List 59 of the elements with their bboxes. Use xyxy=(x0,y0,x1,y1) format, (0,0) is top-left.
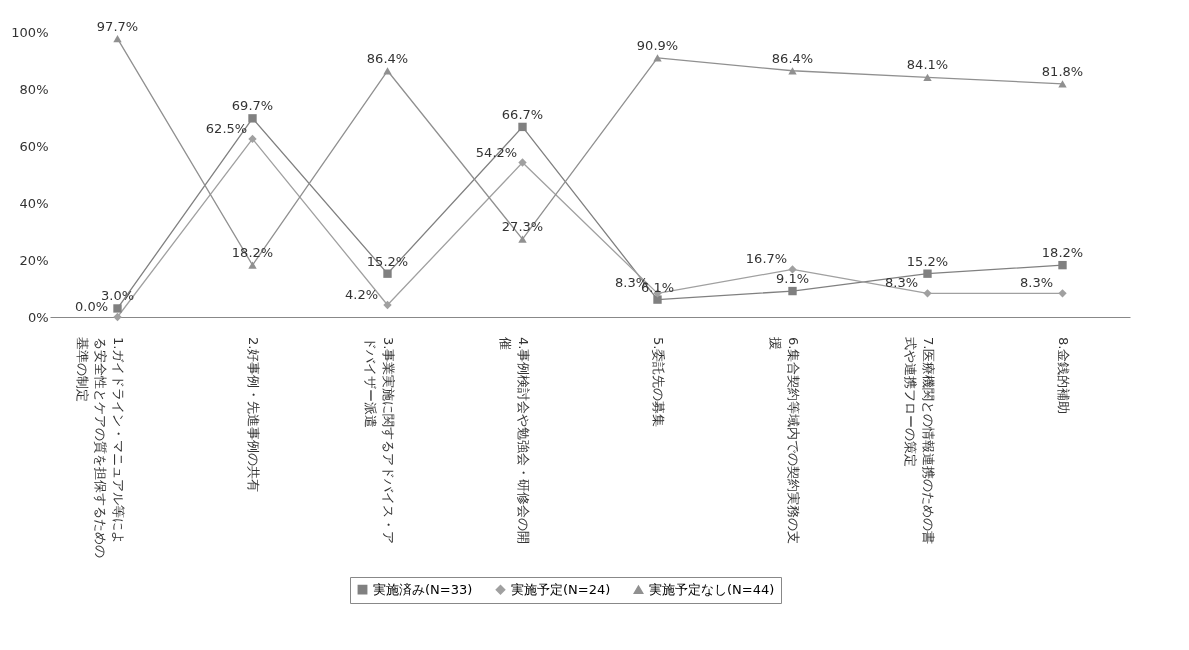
y-tick-label: 80% xyxy=(19,81,49,97)
point xyxy=(923,289,932,298)
y-tick-label: 60% xyxy=(19,138,49,154)
point xyxy=(248,261,257,269)
y-tick-label: 40% xyxy=(19,195,49,211)
data-label: 81.8% xyxy=(1041,63,1084,79)
point xyxy=(113,304,122,313)
x-tick-label: 4.事例検討会や勉強会・研修会の開催 xyxy=(497,337,531,545)
point xyxy=(113,34,122,43)
y-tick-label: 20% xyxy=(19,252,49,268)
data-label: 8.3% xyxy=(884,275,919,291)
y-tick-label: 100% xyxy=(11,24,49,40)
x-tick-label: 5.委託先の募集 xyxy=(650,337,666,428)
x-tick-label: 3.事業実施に関するアドバイス・アドバイザー派遣 xyxy=(362,337,396,545)
data-label: 66.7% xyxy=(501,106,544,122)
x-tick-label: 2.好事例・先進事例の共有 xyxy=(245,337,261,493)
x-tick-label: 6.集合契約等域内での契約実務の支援 xyxy=(767,337,801,545)
point xyxy=(248,134,257,144)
legend-label: 実施済み(N=33) xyxy=(373,581,473,597)
data-label: 18.2% xyxy=(1041,245,1084,261)
data-label: 90.9% xyxy=(636,37,679,53)
point xyxy=(923,269,932,278)
point xyxy=(383,67,392,75)
y-tick-label: 0% xyxy=(27,309,49,325)
point xyxy=(518,235,527,243)
legend-label: 実施予定なし(N=44) xyxy=(649,581,775,597)
legend-label: 実施予定(N=24) xyxy=(511,581,611,597)
data-label: 0.0% xyxy=(74,299,109,314)
data-label: 86.4% xyxy=(366,50,409,66)
point xyxy=(923,73,932,81)
data-label: 69.7% xyxy=(231,98,274,114)
data-label: 27.3% xyxy=(501,219,544,235)
point xyxy=(1058,80,1067,88)
point xyxy=(248,114,257,123)
point xyxy=(113,312,122,322)
data-label: 4.2% xyxy=(344,287,379,303)
point xyxy=(518,122,527,132)
data-label: 54.2% xyxy=(475,144,518,160)
point xyxy=(518,158,527,167)
point xyxy=(1058,260,1067,270)
x-tick-label: 7.医療機関との情報連携のための書式や連携フローの策定 xyxy=(902,337,936,545)
data-label: 18.2% xyxy=(231,245,274,261)
data-label: 86.4% xyxy=(771,50,814,66)
data-label: 62.5% xyxy=(205,120,248,136)
data-label: 97.7% xyxy=(96,18,139,34)
data-label: 9.1% xyxy=(775,271,810,287)
point xyxy=(383,300,392,310)
data-label: 15.2% xyxy=(906,253,949,269)
data-label: 16.7% xyxy=(745,251,788,267)
point xyxy=(383,269,392,278)
x-tick-label: 8.金銭的補助 xyxy=(1055,337,1071,415)
point xyxy=(788,286,797,296)
data-label: 84.1% xyxy=(906,57,949,73)
data-label: 8.3% xyxy=(1019,275,1054,291)
point xyxy=(788,265,797,274)
point xyxy=(653,54,662,62)
point xyxy=(788,67,797,75)
x-tick-label: 1.ガイドライン・マニュアル等による安全性とケアの質を担保するための基準の制定 xyxy=(74,337,126,558)
point xyxy=(1058,289,1067,298)
